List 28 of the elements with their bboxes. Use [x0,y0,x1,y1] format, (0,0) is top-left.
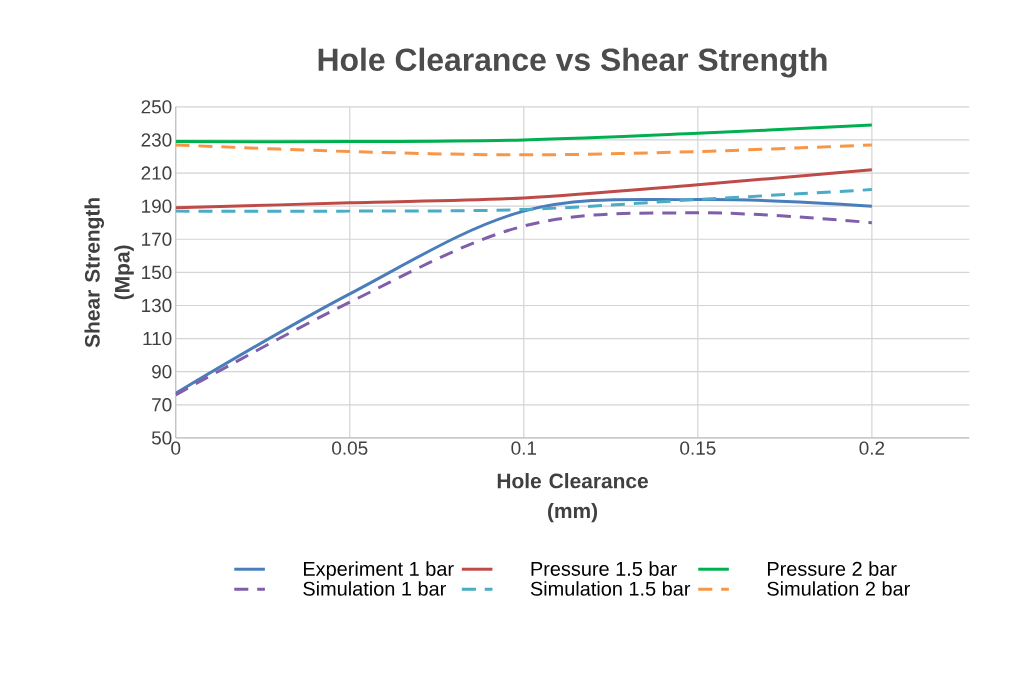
y-tick-label: 90 [152,365,172,379]
legend-label: Simulation 1.5 bar [530,581,691,596]
legend-label: Pressure 1.5 bar [531,561,677,576]
x-tick-label: 0.05 [332,441,368,455]
line-series [175,188,874,213]
legend-label: Experiment 1 bar [304,561,454,580]
y-tick-label: 110 [143,331,172,346]
x-tick-label: 0.15 [680,441,716,455]
y-tick-label: 190 [142,199,172,213]
x-tick-label: 0.1 [511,441,537,455]
y-tick-label: 50 [151,431,172,445]
chart-title: Hole Clearance vs Shear Strength [318,47,827,78]
y-tick-label: 170 [142,232,172,247]
x-tick-label: 0.2 [859,441,885,455]
legend-label: Simulation 1 bar [303,581,446,596]
y-axis-title: Shear Strength (Mpa) [84,198,134,348]
line-series [175,168,874,210]
y-tick-label: 210 [141,166,172,180]
y-tick-label: 230 [141,133,172,147]
line-series [175,123,874,144]
y-tick-label: 130 [142,298,172,313]
x-axis-title: Hole Clearance (mm) [497,473,648,523]
legend-label: Pressure 2 bar [767,561,897,576]
legend-label: Simulation 2 bar [767,581,910,596]
y-tick-label: 70 [152,398,172,412]
x-tick-label: 0 [171,441,181,455]
y-tick-label: 150 [142,265,172,280]
y-tick-label: 250 [141,100,172,114]
